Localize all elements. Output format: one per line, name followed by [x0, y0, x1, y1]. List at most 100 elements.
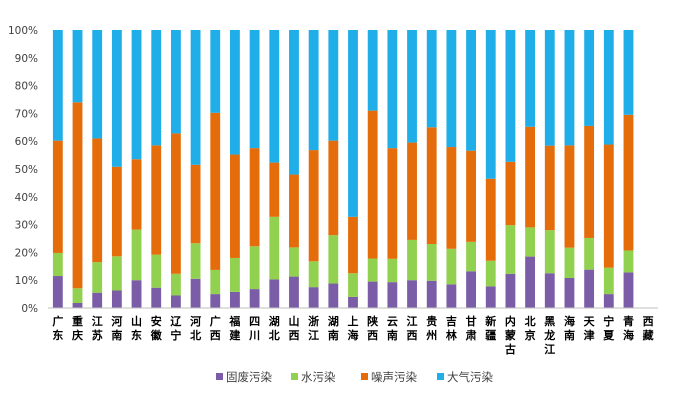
bar-segment	[426, 244, 437, 281]
bar-segment	[564, 247, 575, 278]
bar-segment	[230, 30, 240, 155]
y-tick-label: 70%	[15, 108, 38, 120]
bar-segment	[190, 164, 201, 244]
x-tick-label: 北京	[525, 314, 536, 342]
x-tick-label: 四川	[248, 315, 260, 342]
bar-segment	[348, 296, 358, 308]
x-axis-labels: 广东重庆江苏河南山东安徽辽宁河北广西福建四川湖北山西浙江湖南上海陕西云南江西贵州…	[52, 314, 653, 356]
y-tick-label: 30%	[15, 220, 38, 232]
bar-segment	[230, 257, 240, 292]
legend-swatch	[361, 373, 368, 380]
bar-segment	[623, 250, 634, 273]
bar-segment	[249, 246, 260, 290]
bar-segment	[170, 30, 181, 134]
x-tick-label: 吉林	[446, 314, 457, 342]
bar-segment	[72, 288, 83, 303]
bars	[52, 30, 634, 308]
bar-segment	[151, 254, 162, 288]
bar-segment	[367, 258, 378, 282]
bar-segment	[485, 178, 496, 261]
bar-segment	[230, 291, 240, 308]
bar-segment	[308, 150, 319, 262]
bar-segment	[623, 272, 634, 308]
bar-segment	[584, 125, 595, 238]
bar-segment	[289, 174, 299, 248]
x-tick-label: 甘肃	[466, 314, 477, 342]
bar-segment	[249, 30, 260, 149]
bar-segment	[328, 140, 339, 236]
bar-segment	[584, 30, 595, 126]
bar-segment	[210, 294, 221, 308]
bar-segment	[348, 273, 358, 297]
bar-segment	[190, 243, 201, 279]
bar-segment	[525, 126, 536, 228]
x-tick-label: 江苏	[92, 314, 103, 342]
bar-segment	[564, 30, 575, 146]
x-tick-label: 广西	[210, 314, 221, 342]
x-tick-label: 内蒙古	[505, 314, 516, 356]
y-tick-label: 0%	[21, 303, 38, 315]
x-tick-label: 云南	[387, 315, 398, 342]
bar-segment	[72, 302, 83, 308]
bar-segment	[466, 150, 476, 242]
x-tick-label: 江西	[407, 314, 418, 342]
bar-segment	[210, 30, 221, 113]
y-tick-label: 90%	[15, 53, 38, 65]
bar-segment	[52, 140, 63, 253]
bar-segment	[603, 294, 614, 308]
bar-segment	[544, 230, 555, 274]
bar-segment	[603, 144, 614, 268]
bar-segment	[289, 247, 299, 277]
y-tick-label: 40%	[15, 192, 38, 204]
bar-segment	[72, 102, 83, 289]
y-tick-label: 80%	[15, 81, 38, 93]
bar-segment	[131, 229, 142, 281]
bar-segment	[131, 30, 142, 160]
bar-segment	[131, 280, 142, 308]
bar-segment	[210, 269, 221, 295]
bar-segment	[485, 30, 496, 179]
legend-swatch	[291, 373, 298, 380]
bar-segment	[564, 145, 575, 248]
bar-segment	[151, 145, 162, 255]
bar-segment	[505, 225, 516, 274]
bar-segment	[564, 277, 575, 308]
bar-segment	[623, 30, 634, 115]
bar-segment	[190, 30, 201, 165]
bar-segment	[485, 260, 496, 287]
bar-segment	[367, 30, 378, 111]
bar-segment	[170, 273, 181, 296]
bar-segment	[387, 258, 398, 283]
bar-segment	[387, 30, 398, 149]
bar-segment	[111, 166, 122, 257]
x-tick-label: 天津	[584, 315, 596, 342]
legend-label: 噪声污染	[371, 370, 417, 384]
legend-swatch	[437, 373, 444, 380]
bar-segment	[249, 148, 260, 247]
bar-segment	[92, 138, 103, 263]
bar-segment	[426, 30, 437, 128]
bar-segment	[525, 256, 536, 308]
bar-segment	[466, 241, 476, 272]
bar-segment	[407, 142, 417, 240]
bar-segment	[426, 127, 437, 245]
bar-segment	[190, 278, 201, 308]
bar-segment	[269, 279, 280, 308]
x-tick-label: 河南	[111, 314, 122, 342]
bar-segment	[584, 237, 595, 270]
legend-label: 水污染	[301, 370, 336, 384]
bar-segment	[328, 283, 339, 308]
y-tick-label: 20%	[15, 247, 38, 259]
legend-label: 大气污染	[447, 370, 493, 384]
x-tick-label: 西藏	[643, 315, 654, 342]
bar-segment	[249, 289, 260, 308]
bar-segment	[210, 112, 221, 270]
bar-segment	[505, 273, 516, 308]
bar-segment	[111, 256, 122, 291]
bar-segment	[308, 30, 319, 151]
bar-segment	[52, 252, 63, 277]
x-tick-label: 河北	[190, 314, 201, 342]
bar-segment	[111, 290, 122, 308]
x-tick-label: 浙江	[308, 314, 319, 342]
